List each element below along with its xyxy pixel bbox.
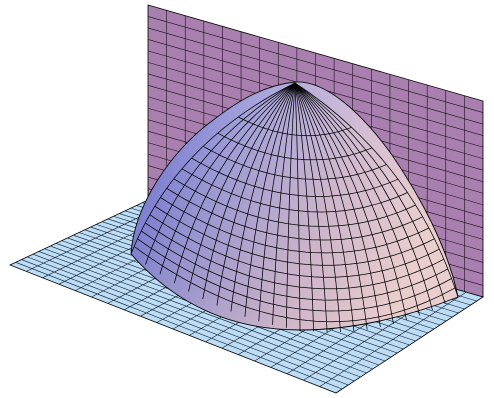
paraboloid-shade — [131, 81, 458, 331]
paraboloid-meridian — [294, 82, 446, 305]
paraboloid-meridian — [294, 82, 328, 333]
paraboloid-ring — [140, 230, 449, 301]
paraboloid-grid — [130, 82, 459, 333]
paraboloid-ring — [137, 238, 452, 312]
paraboloid-meridian — [159, 82, 296, 275]
wall-grid-horizontal — [147, 16, 484, 113]
paraboloid-ring — [191, 157, 399, 197]
paraboloid-meridian — [294, 82, 420, 316]
paraboloid-meridian — [272, 82, 296, 325]
floor-grid-line — [38, 251, 367, 374]
paraboloid-meridian — [216, 82, 296, 306]
floor-grid-line — [32, 253, 361, 378]
paraboloid-meridian — [285, 82, 296, 328]
wall-grid-horizontal — [147, 27, 484, 125]
paraboloid-meridian — [294, 82, 314, 332]
paraboloid-meridian — [294, 82, 407, 321]
paraboloid-meridian — [202, 82, 296, 299]
paraboloid-ring — [149, 214, 440, 278]
paraboloid-ring — [133, 246, 456, 323]
floor-grid-line — [15, 262, 343, 390]
paraboloid-meridian — [294, 82, 341, 332]
paraboloid-meridian — [130, 82, 296, 255]
paraboloid-meridian — [294, 82, 355, 332]
floor-grid-line — [21, 259, 349, 386]
paraboloid-meridian — [258, 82, 296, 322]
paraboloid-meridian — [173, 82, 296, 284]
paraboloid-meridian — [294, 82, 433, 311]
paraboloid-ring — [166, 187, 423, 241]
paraboloid-ring — [238, 116, 352, 137]
paraboloid-meridian — [230, 82, 296, 312]
paraboloid-ring — [173, 178, 416, 227]
paraboloid-ring — [202, 145, 387, 180]
paraboloid-ring — [181, 168, 408, 213]
paraboloid-meridian — [294, 82, 394, 325]
paraboloid-meridian — [294, 82, 381, 328]
paraboloid-meridian — [294, 82, 459, 298]
paraboloid-meridian — [294, 82, 301, 331]
paraboloid-meridian — [294, 82, 368, 330]
paraboloid-meridian — [188, 82, 296, 292]
paraboloid-ring — [160, 197, 430, 254]
paraboloid-meridian — [145, 82, 296, 265]
paraboloid-surface — [130, 81, 459, 333]
paraboloid-ring — [154, 205, 435, 266]
paraboloid-ring — [145, 222, 444, 290]
paraboloid-ring — [217, 132, 373, 161]
paraboloid-meridian — [244, 82, 296, 317]
floor-grid-line — [27, 256, 355, 382]
